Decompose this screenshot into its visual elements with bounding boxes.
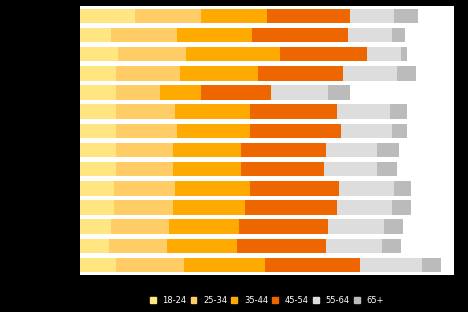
Bar (377, 143, 399, 157)
Bar (167, 239, 237, 253)
Bar (392, 28, 405, 42)
Bar (271, 85, 329, 100)
Bar (116, 258, 184, 272)
Bar (116, 162, 173, 176)
Bar (176, 105, 250, 119)
Bar (384, 219, 403, 234)
Bar (80, 124, 116, 138)
Bar (239, 219, 329, 234)
Bar (116, 66, 180, 80)
Bar (250, 105, 337, 119)
Bar (250, 181, 339, 196)
Bar (111, 28, 177, 42)
Bar (173, 143, 241, 157)
Bar (186, 47, 279, 61)
Bar (177, 28, 252, 42)
Bar (176, 181, 250, 196)
Bar (80, 47, 118, 61)
Bar (80, 9, 135, 23)
Bar (258, 66, 344, 80)
Bar (395, 9, 418, 23)
Bar (377, 162, 396, 176)
Bar (173, 200, 246, 215)
Bar (264, 258, 360, 272)
Bar (341, 124, 392, 138)
Bar (241, 162, 324, 176)
Bar (184, 258, 264, 272)
Bar (201, 85, 271, 100)
Bar (80, 219, 111, 234)
Legend: 18-24, 25-34, 35-44, 45-54, 55-64, 65+: 18-24, 25-34, 35-44, 45-54, 55-64, 65+ (150, 296, 384, 305)
Bar (241, 143, 326, 157)
Bar (116, 85, 161, 100)
Bar (337, 200, 392, 215)
Bar (80, 85, 116, 100)
Bar (116, 105, 176, 119)
Bar (169, 219, 239, 234)
Bar (173, 162, 241, 176)
Bar (344, 66, 396, 80)
Bar (80, 66, 116, 80)
Bar (392, 200, 411, 215)
Bar (337, 105, 390, 119)
Bar (324, 162, 377, 176)
Bar (237, 239, 326, 253)
Bar (201, 9, 267, 23)
Bar (339, 181, 395, 196)
Bar (381, 239, 401, 253)
Bar (161, 85, 201, 100)
Bar (246, 200, 337, 215)
Bar (177, 124, 250, 138)
Bar (80, 258, 116, 272)
Bar (252, 28, 348, 42)
Bar (80, 143, 116, 157)
Bar (392, 124, 407, 138)
Bar (390, 105, 407, 119)
Bar (116, 124, 177, 138)
Bar (250, 124, 341, 138)
Bar (267, 9, 350, 23)
Bar (396, 66, 416, 80)
Bar (116, 143, 173, 157)
Bar (80, 105, 116, 119)
Bar (135, 9, 201, 23)
Bar (348, 28, 392, 42)
Bar (279, 47, 367, 61)
Bar (422, 258, 441, 272)
Bar (80, 181, 114, 196)
Bar (329, 85, 350, 100)
Bar (80, 239, 110, 253)
Bar (326, 143, 377, 157)
Bar (110, 239, 167, 253)
Bar (329, 219, 384, 234)
Bar (114, 181, 176, 196)
Bar (367, 47, 401, 61)
Bar (111, 219, 169, 234)
Bar (401, 47, 407, 61)
Bar (80, 162, 116, 176)
Bar (395, 181, 411, 196)
Bar (80, 28, 111, 42)
Bar (326, 239, 381, 253)
Bar (118, 47, 186, 61)
Bar (80, 200, 114, 215)
Bar (350, 9, 395, 23)
Bar (114, 200, 173, 215)
Bar (360, 258, 422, 272)
Bar (180, 66, 258, 80)
